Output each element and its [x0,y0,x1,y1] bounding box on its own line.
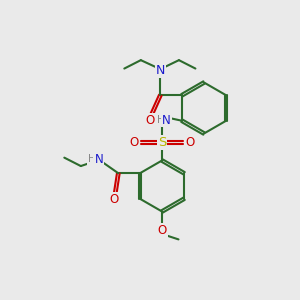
Text: O: O [158,224,166,237]
Text: N: N [156,64,165,77]
Text: S: S [158,136,166,149]
Text: O: O [185,136,194,149]
Text: H: H [88,154,96,164]
Text: H: H [157,115,164,125]
Text: N: N [94,153,103,166]
Text: O: O [146,114,155,127]
Text: N: N [162,113,171,127]
Text: O: O [130,136,139,149]
Text: O: O [109,193,119,206]
